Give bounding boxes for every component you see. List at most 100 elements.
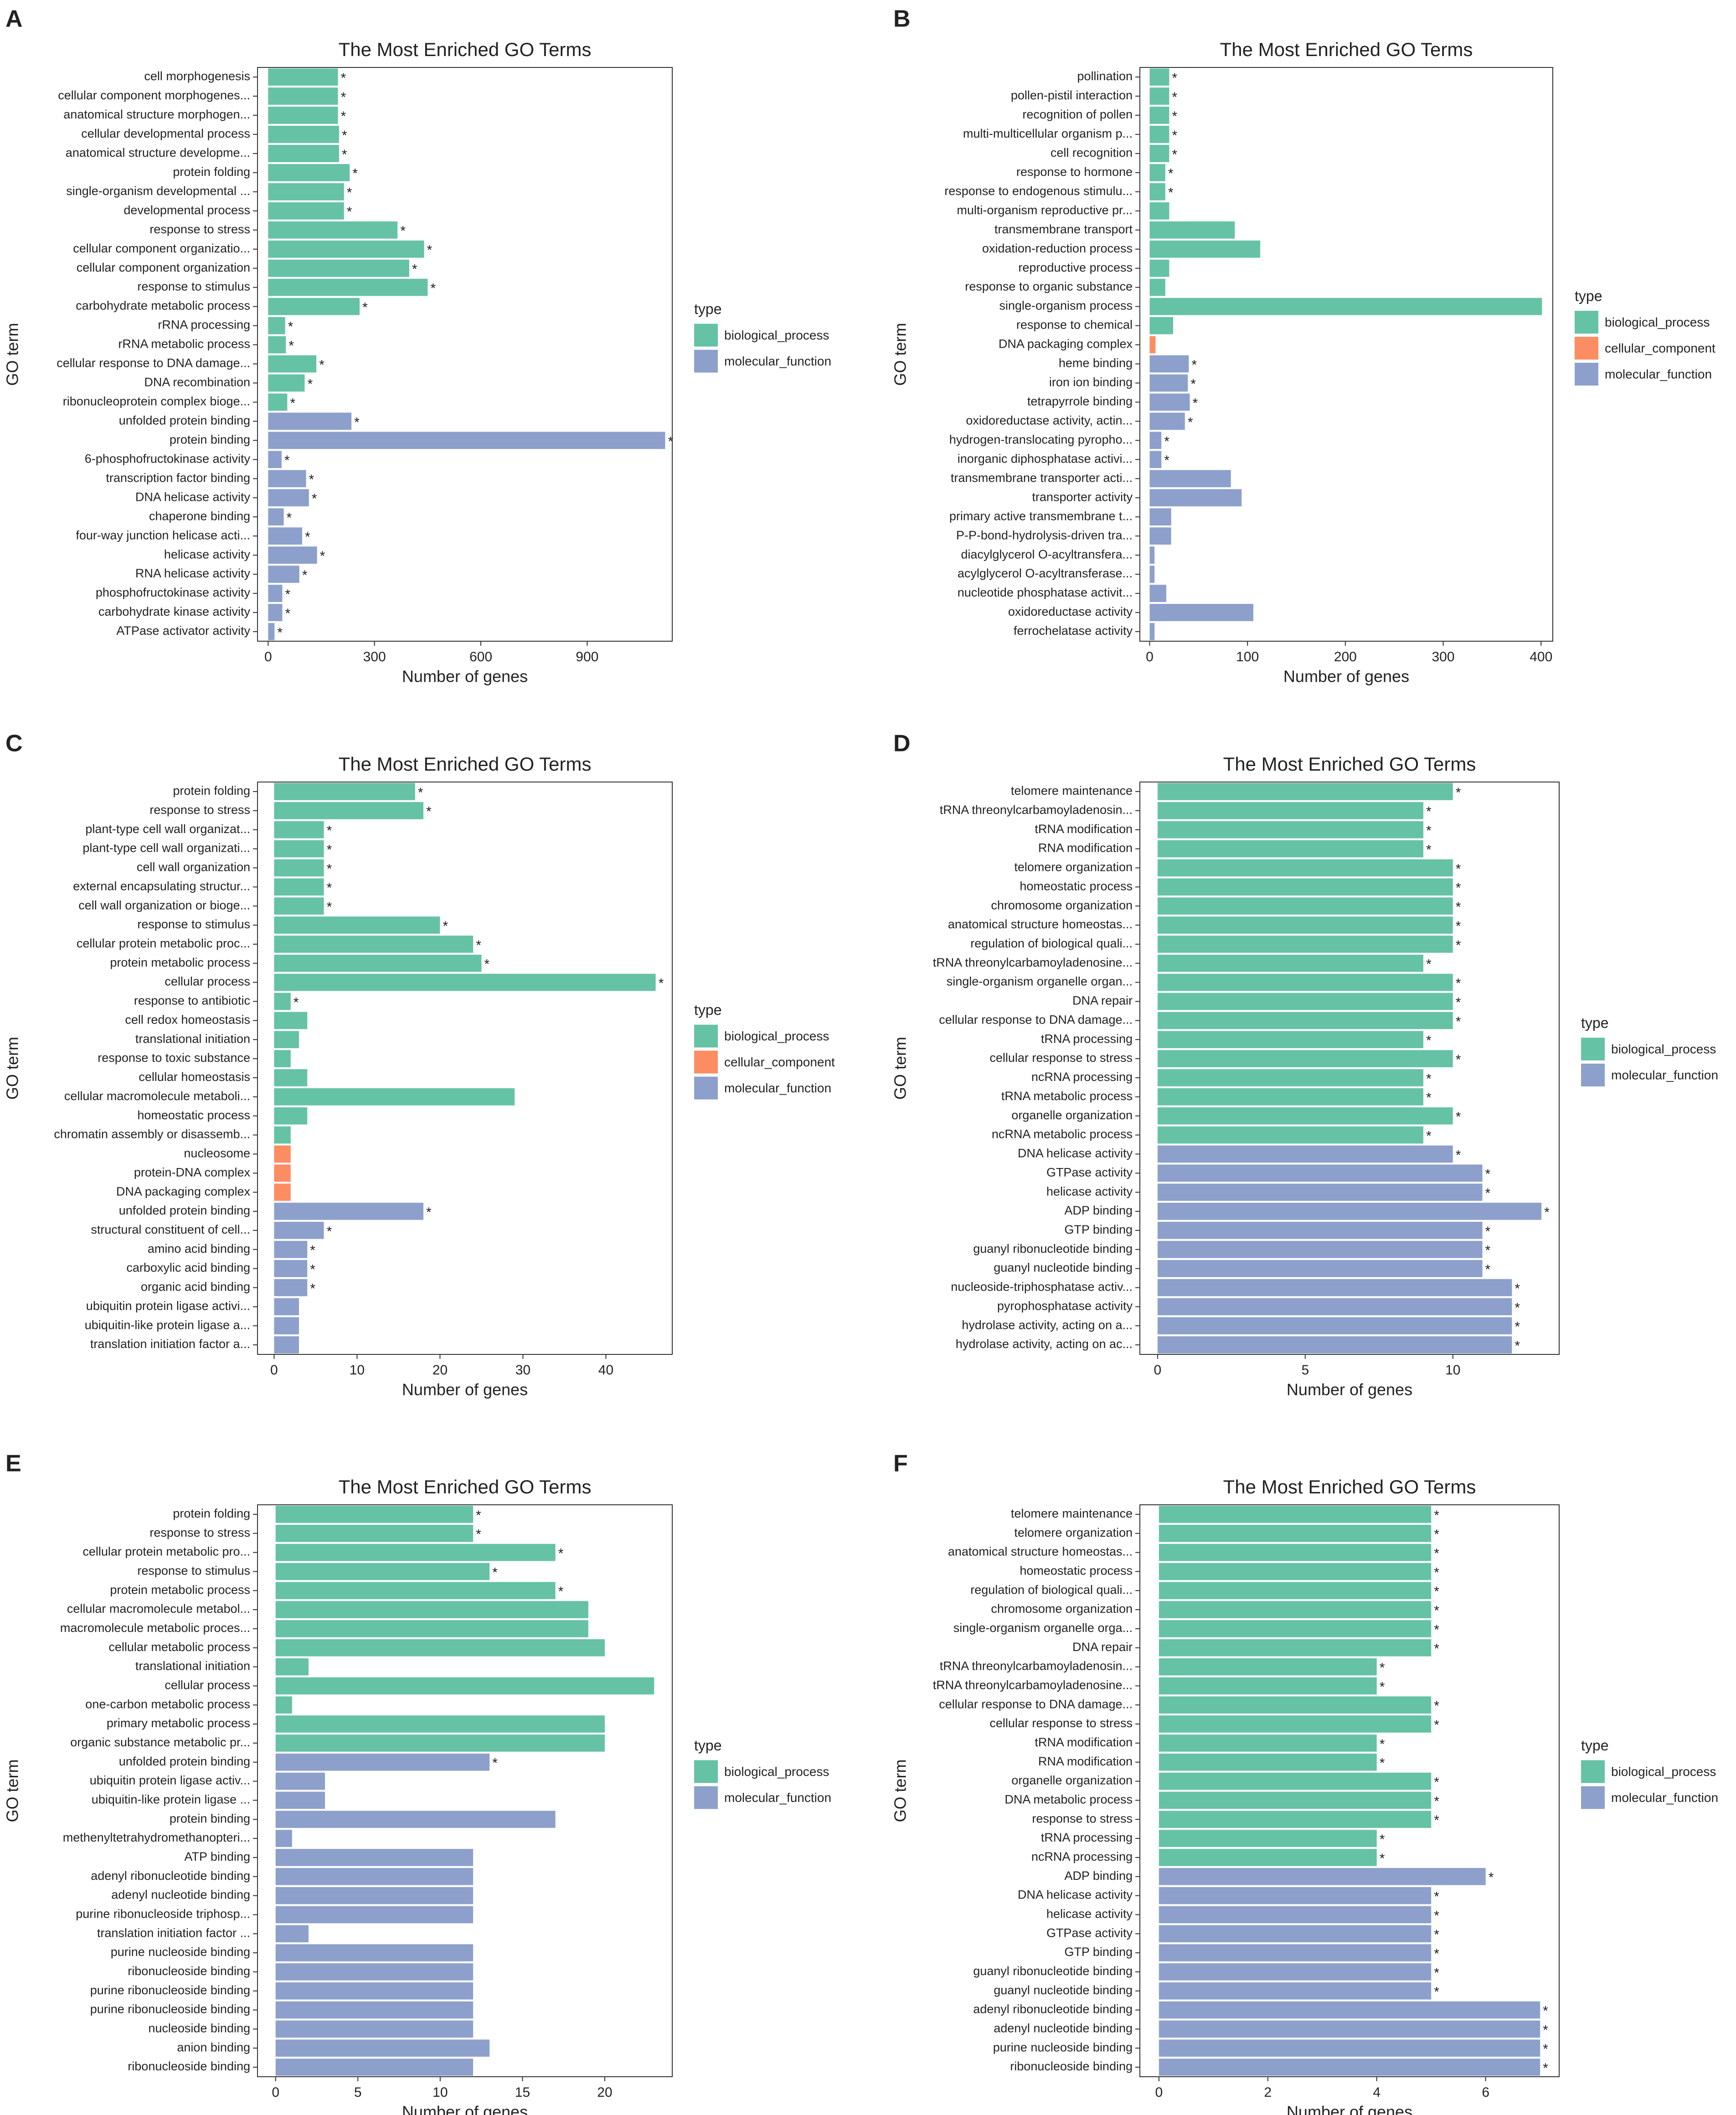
bar-cellular-component[interactable] xyxy=(274,1145,291,1163)
bar-molecular-function[interactable] xyxy=(1159,2058,1540,2076)
bar-biological-process[interactable] xyxy=(1159,1639,1432,1657)
bar-molecular-function[interactable] xyxy=(274,1336,299,1353)
bar-biological-process[interactable] xyxy=(1149,125,1169,143)
bar-biological-process[interactable] xyxy=(1157,993,1453,1010)
bar-molecular-function[interactable] xyxy=(1149,566,1155,583)
bar-molecular-function[interactable] xyxy=(1159,1906,1432,1924)
bar-molecular-function[interactable] xyxy=(1159,2039,1540,2057)
bar-biological-process[interactable] xyxy=(1157,1107,1453,1125)
bar-biological-process[interactable] xyxy=(268,164,350,181)
bar-biological-process[interactable] xyxy=(268,202,344,220)
bar-biological-process[interactable] xyxy=(268,259,409,277)
bar-biological-process[interactable] xyxy=(268,278,428,296)
bar-biological-process[interactable] xyxy=(1149,317,1173,334)
bar-molecular-function[interactable] xyxy=(275,1925,309,1943)
bar-molecular-function[interactable] xyxy=(274,1203,423,1220)
bar-molecular-function[interactable] xyxy=(1149,604,1254,621)
bar-molecular-function[interactable] xyxy=(275,2058,474,2076)
bar-biological-process[interactable] xyxy=(1157,859,1453,877)
bar-biological-process[interactable] xyxy=(274,821,324,839)
bar-biological-process[interactable] xyxy=(1149,164,1165,181)
bar-biological-process[interactable] xyxy=(1157,840,1423,858)
bar-biological-process[interactable] xyxy=(274,1069,308,1086)
bar-biological-process[interactable] xyxy=(1159,1677,1377,1695)
bar-biological-process[interactable] xyxy=(1159,1715,1432,1733)
bar-molecular-function[interactable] xyxy=(268,508,284,526)
bar-biological-process[interactable] xyxy=(1157,1031,1423,1049)
bar-biological-process[interactable] xyxy=(274,783,415,800)
bar-biological-process[interactable] xyxy=(268,393,288,411)
bar-biological-process[interactable] xyxy=(1157,973,1453,991)
bar-biological-process[interactable] xyxy=(1159,1563,1432,1580)
bar-biological-process[interactable] xyxy=(274,1012,308,1029)
bar-biological-process[interactable] xyxy=(268,298,360,315)
bar-molecular-function[interactable] xyxy=(1159,2001,1540,2019)
bar-biological-process[interactable] xyxy=(1159,1658,1377,1676)
bar-molecular-function[interactable] xyxy=(274,1260,308,1277)
bar-biological-process[interactable] xyxy=(268,87,338,105)
bar-molecular-function[interactable] xyxy=(1149,355,1189,373)
bar-biological-process[interactable] xyxy=(274,993,291,1010)
bar-biological-process[interactable] xyxy=(1159,1811,1432,1828)
bar-biological-process[interactable] xyxy=(275,1658,309,1676)
bar-molecular-function[interactable] xyxy=(1157,1164,1483,1182)
bar-molecular-function[interactable] xyxy=(1157,1317,1512,1335)
bar-molecular-function[interactable] xyxy=(1157,1203,1542,1220)
bar-biological-process[interactable] xyxy=(275,1734,605,1752)
bar-biological-process[interactable] xyxy=(274,936,474,953)
bar-biological-process[interactable] xyxy=(268,221,398,239)
bar-molecular-function[interactable] xyxy=(1149,374,1188,392)
bar-biological-process[interactable] xyxy=(1149,259,1169,277)
bar-molecular-function[interactable] xyxy=(275,1811,556,1828)
bar-biological-process[interactable] xyxy=(1157,1050,1453,1067)
bar-molecular-function[interactable] xyxy=(268,527,302,545)
bar-molecular-function[interactable] xyxy=(268,585,283,602)
bar-biological-process[interactable] xyxy=(274,916,440,934)
bar-molecular-function[interactable] xyxy=(275,2020,474,2038)
bar-molecular-function[interactable] xyxy=(1157,1260,1483,1277)
bar-molecular-function[interactable] xyxy=(1157,1184,1483,1201)
bar-biological-process[interactable] xyxy=(1159,1734,1377,1752)
bar-molecular-function[interactable] xyxy=(275,1906,474,1924)
bar-biological-process[interactable] xyxy=(1157,783,1453,800)
bar-biological-process[interactable] xyxy=(1157,802,1423,819)
bar-biological-process[interactable] xyxy=(268,374,305,392)
bar-biological-process[interactable] xyxy=(1159,1620,1432,1637)
bar-biological-process[interactable] xyxy=(1157,916,1453,934)
bar-biological-process[interactable] xyxy=(1159,1753,1377,1771)
bar-molecular-function[interactable] xyxy=(1157,1279,1512,1297)
bar-molecular-function[interactable] xyxy=(268,546,317,564)
bar-biological-process[interactable] xyxy=(1157,1012,1453,1029)
bar-biological-process[interactable] xyxy=(274,859,324,877)
bar-molecular-function[interactable] xyxy=(275,1944,474,1961)
bar-biological-process[interactable] xyxy=(275,1524,474,1542)
bar-molecular-function[interactable] xyxy=(275,1753,490,1771)
bar-biological-process[interactable] xyxy=(1157,897,1453,915)
bar-molecular-function[interactable] xyxy=(1157,1298,1512,1316)
bar-biological-process[interactable] xyxy=(275,1639,605,1657)
bar-biological-process[interactable] xyxy=(275,1696,292,1714)
bar-molecular-function[interactable] xyxy=(1159,2020,1540,2038)
bar-biological-process[interactable] xyxy=(1159,1506,1432,1523)
bar-biological-process[interactable] xyxy=(275,1506,474,1523)
bar-molecular-function[interactable] xyxy=(1159,1887,1432,1904)
bar-biological-process[interactable] xyxy=(1157,936,1453,953)
bar-molecular-function[interactable] xyxy=(1157,1222,1483,1239)
bar-biological-process[interactable] xyxy=(1149,68,1169,86)
bar-biological-process[interactable] xyxy=(1159,1830,1377,1847)
bar-biological-process[interactable] xyxy=(274,1088,515,1106)
bar-biological-process[interactable] xyxy=(274,1126,291,1144)
bar-molecular-function[interactable] xyxy=(268,623,275,640)
bar-biological-process[interactable] xyxy=(1159,1582,1432,1600)
bar-biological-process[interactable] xyxy=(275,1582,556,1600)
bar-molecular-function[interactable] xyxy=(1159,1982,1432,2000)
bar-biological-process[interactable] xyxy=(1149,278,1165,296)
bar-biological-process[interactable] xyxy=(268,355,317,373)
bar-biological-process[interactable] xyxy=(268,240,424,258)
bar-biological-process[interactable] xyxy=(274,1031,299,1049)
bar-biological-process[interactable] xyxy=(268,317,285,334)
bar-molecular-function[interactable] xyxy=(268,566,299,583)
bar-biological-process[interactable] xyxy=(1157,1088,1423,1106)
bar-biological-process[interactable] xyxy=(1149,202,1169,220)
bar-biological-process[interactable] xyxy=(1159,1524,1432,1542)
